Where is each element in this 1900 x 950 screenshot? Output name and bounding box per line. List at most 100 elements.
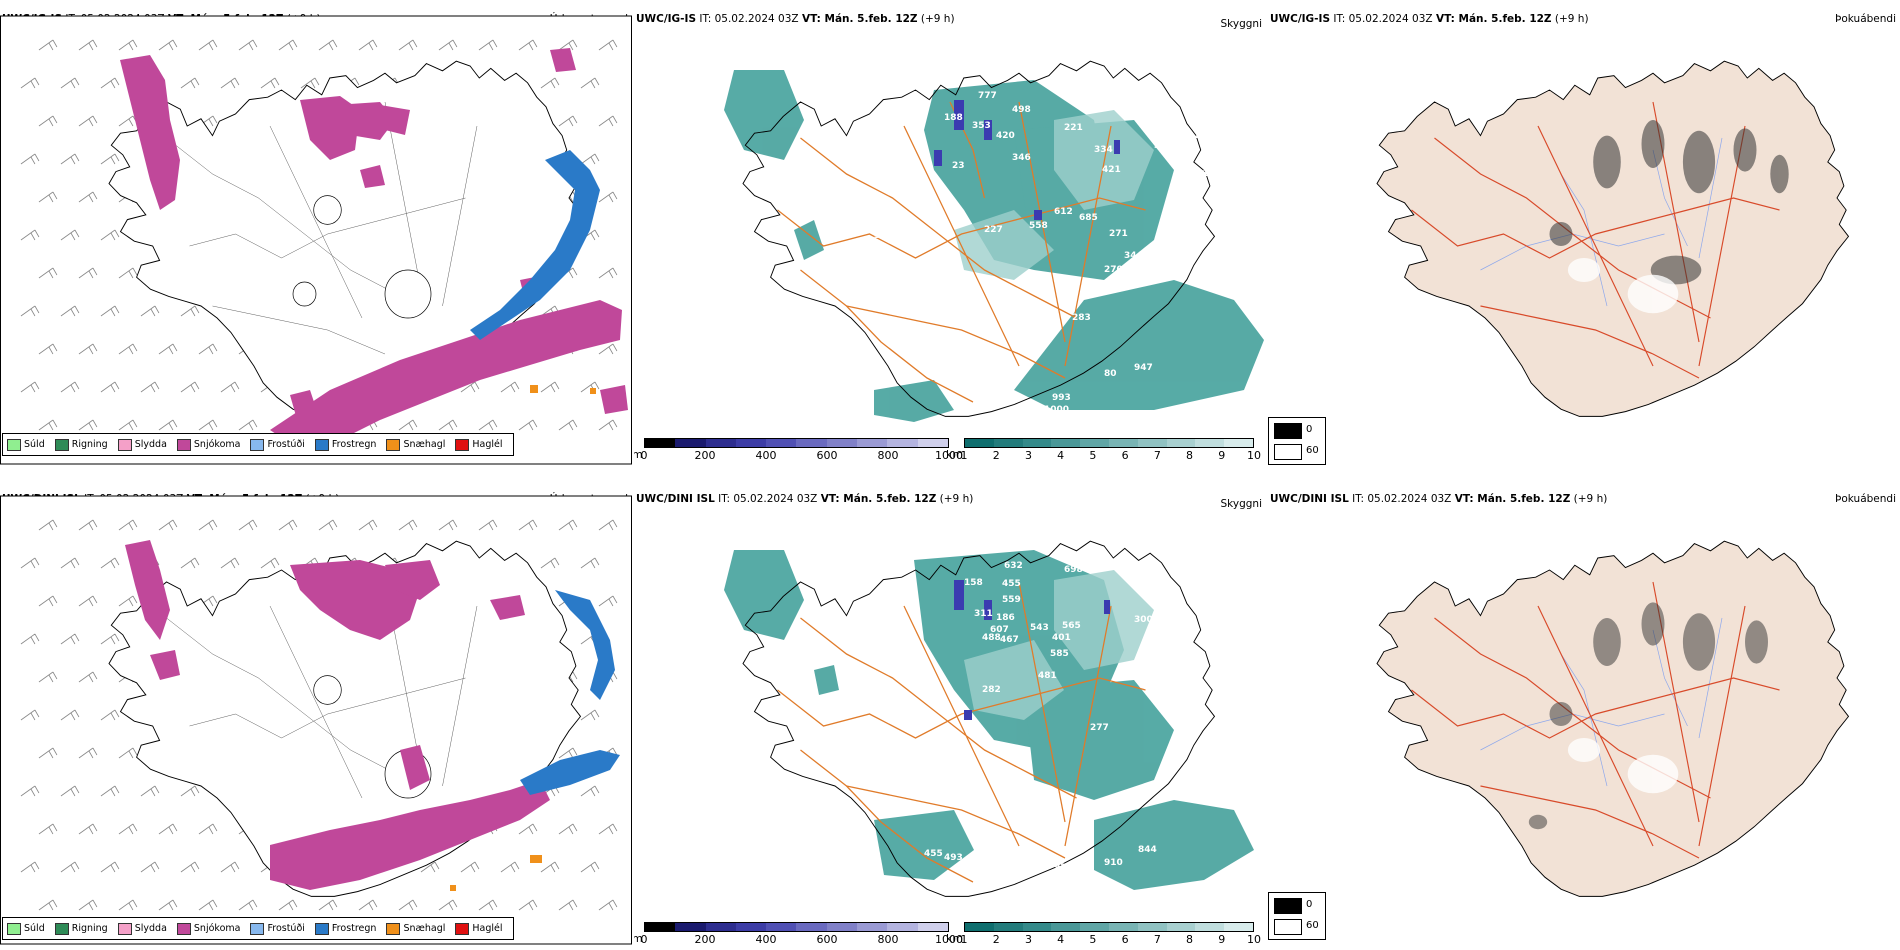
visibility-map: 777 498 188 353 420 221 334 346 23 421 375 221 161 22…: [724, 60, 1264, 422]
legend-label: Súld: [24, 923, 45, 934]
colorbar-segment: [766, 439, 797, 447]
wind-barb: [518, 39, 538, 51]
wind-barb: [38, 823, 58, 835]
wind-barb: [220, 381, 240, 393]
colorbar-segment: [796, 923, 827, 931]
legend-item: Rigning: [54, 438, 108, 451]
legend-label: Frostúði: [267, 439, 305, 450]
height-label: 467: [1000, 635, 1019, 645]
colorbar-tick: 4: [1057, 449, 1065, 462]
wind-barb: [140, 785, 160, 797]
wind-barb: [558, 823, 578, 835]
wind-barb: [238, 39, 258, 51]
fog-map-row2: [1376, 540, 1850, 898]
wind-barb: [598, 191, 618, 203]
colorbar-tick: 800: [877, 449, 899, 462]
height-label: 158: [964, 578, 983, 588]
colorbar-segment: [887, 923, 918, 931]
colorbar-tick: 1: [960, 449, 968, 462]
wind-barb: [558, 419, 578, 431]
wind-barb: [598, 343, 618, 355]
legend-item: Snjókoma: [176, 922, 240, 935]
precip-legend-row2: Súld Rigning Slydda Snjókoma Frostúði Frostre…: [2, 917, 514, 940]
legend-swatch: [250, 922, 265, 935]
wind-barb: [140, 305, 160, 317]
wind-barb: [198, 899, 218, 911]
wind-barb: [278, 519, 298, 531]
legend-item: Frostregn: [314, 438, 377, 451]
wind-barb: [580, 861, 600, 873]
height-label: 186: [996, 613, 1015, 623]
height-label: 401: [1052, 633, 1071, 643]
height-label: 777: [978, 91, 997, 101]
height-label: 80: [1104, 369, 1117, 379]
fog-title: Þokuábendi: [1835, 13, 1896, 25]
wind-barb: [198, 343, 218, 355]
wind-barb: [78, 267, 98, 279]
wind-barb: [500, 861, 520, 873]
legend-label: Frostregn: [331, 439, 377, 450]
wind-barb: [158, 519, 178, 531]
legend-label: Súld: [24, 439, 45, 450]
wind-barb: [398, 519, 418, 531]
wind-barb: [398, 39, 418, 51]
wind-barb: [118, 343, 138, 355]
wind-barb: [38, 595, 58, 607]
height-label: 455: [924, 849, 943, 859]
colorbar-segment: [1195, 439, 1225, 447]
wind-barb: [100, 229, 120, 241]
wind-barb: [220, 557, 240, 569]
wind-barb: [558, 115, 578, 127]
wind-barb: [20, 785, 40, 797]
legend-swatch: [54, 438, 69, 451]
wind-barb: [598, 823, 618, 835]
wind-barb: [598, 899, 618, 911]
colorbar-segment: [645, 923, 676, 931]
wind-barb: [38, 419, 58, 431]
colorbar-segment: [1080, 923, 1109, 931]
visibility-colorbar-row1: 1 2 3 4 5 6 7 8 9 10 km: [946, 438, 1261, 464]
wind-barb: [100, 861, 120, 873]
height-label: 283: [1072, 313, 1091, 323]
legend-swatch: [455, 922, 470, 935]
colorbar-tick: 8: [1186, 449, 1194, 462]
legend-label: Haglél: [472, 439, 503, 450]
legend-item: Slydda: [117, 922, 167, 935]
wind-barb: [478, 419, 498, 431]
wind-barb: [78, 519, 98, 531]
wind-barb: [180, 785, 200, 797]
legend-swatch: [7, 438, 21, 451]
wind-barb: [238, 899, 258, 911]
legend-swatch: [117, 438, 132, 451]
colorbar-tick: 9: [1218, 449, 1226, 462]
legend-item: Haglél: [455, 922, 503, 935]
wind-barb: [398, 419, 418, 431]
wind-barb: [38, 191, 58, 203]
legend-swatch: [250, 438, 265, 451]
colorbar-segment: [735, 923, 767, 931]
height-label: 498: [1012, 105, 1031, 115]
wind-barb: [180, 305, 200, 317]
colorbar-tick: 3: [1024, 933, 1032, 946]
height-label: 844: [1138, 845, 1157, 855]
colorbar-tick: 7: [1153, 933, 1161, 946]
colorbar-segment: [675, 439, 706, 447]
wind-barb: [478, 519, 498, 531]
legend-swatch: [314, 438, 329, 451]
colorbar-segment: [826, 923, 858, 931]
wind-barb: [60, 305, 80, 317]
wind-barb: [20, 557, 40, 569]
height-colorbar-row2: 0 200 400 600 800 1000 m: [634, 922, 963, 948]
wind-barb: [60, 381, 80, 393]
height-label: 1000: [1044, 405, 1069, 415]
colorbar-tick: 200: [694, 933, 716, 946]
wind-barb: [38, 519, 58, 531]
wind-barb: [60, 709, 80, 721]
colorbar-segment: [965, 439, 994, 447]
wind-barb: [78, 747, 98, 759]
wind-barb: [78, 899, 98, 911]
height-label: 421: [1102, 165, 1121, 175]
wind-barb: [198, 519, 218, 531]
height-label: 923: [1054, 863, 1073, 873]
